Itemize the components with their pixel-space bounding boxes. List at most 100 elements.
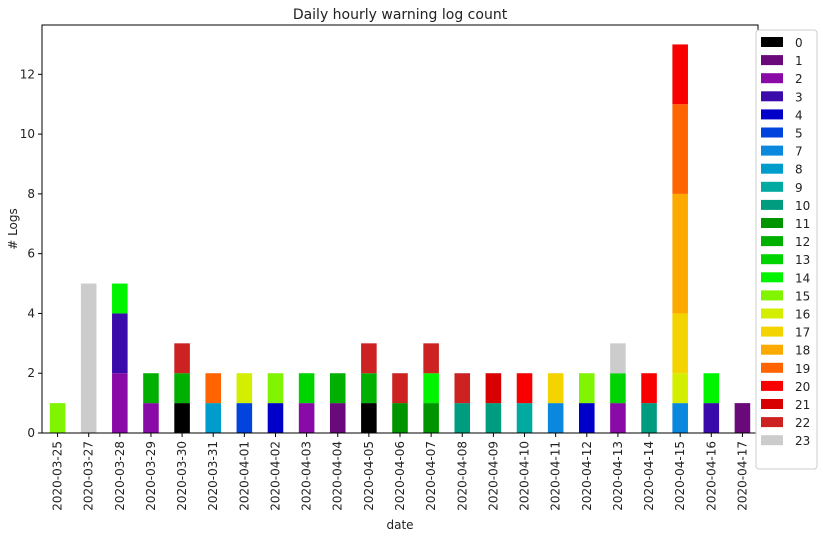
x-tick-label: 2020-04-07: [424, 441, 438, 511]
bar-segment-2020-04-07-h11: [423, 403, 439, 433]
legend-label-11: 11: [795, 217, 810, 231]
legend-label-3: 3: [795, 90, 803, 104]
x-tick-label: 2020-04-06: [393, 441, 407, 511]
x-tick-label: 2020-04-08: [455, 441, 469, 511]
x-tick-label: 2020-04-10: [518, 441, 532, 511]
bar-segment-2020-04-16-h3: [703, 403, 720, 433]
x-tick-label: 2020-03-28: [113, 441, 127, 511]
legend-label-4: 4: [795, 108, 803, 122]
legend-swatch-20: [761, 380, 783, 391]
x-tick-label: 2020-03-31: [206, 441, 220, 511]
bar-segment-2020-03-30-h22: [174, 343, 190, 374]
bar-segment-2020-04-06-h11: [392, 403, 408, 433]
x-tick-label: 2020-03-29: [144, 441, 158, 511]
bar-segment-2020-04-14-h20: [641, 373, 657, 404]
legend-swatch-19: [761, 362, 783, 373]
legend-label-15: 15: [795, 289, 810, 303]
legend-label-20: 20: [795, 380, 810, 394]
bar-segment-2020-03-25-h15: [49, 403, 66, 433]
bar-segment-2020-03-28-h2: [112, 373, 128, 433]
y-tick-label: 12: [20, 67, 35, 81]
bar-segment-2020-04-03-h13: [298, 373, 315, 404]
legend-label-0: 0: [795, 36, 803, 50]
legend-swatch-4: [761, 109, 783, 120]
legend-label-8: 8: [795, 163, 803, 177]
bar-segment-2020-04-07-h14: [423, 373, 439, 404]
legend-label-2: 2: [795, 72, 803, 86]
legend-label-10: 10: [795, 199, 810, 213]
bar-segment-2020-04-15-h17: [672, 313, 688, 374]
bar-segment-2020-03-30-h0: [174, 403, 190, 433]
x-tick-label: 2020-04-14: [642, 441, 656, 511]
x-tick-label: 2020-04-17: [735, 441, 749, 511]
bar-segment-2020-04-17-h1: [734, 403, 751, 433]
legend-frame: [755, 29, 818, 470]
legend-swatch-10: [761, 199, 783, 210]
bar-segment-2020-04-11-h17: [547, 373, 564, 404]
x-tick-label: 2020-04-11: [549, 441, 563, 511]
x-tick-label: 2020-04-13: [611, 441, 625, 511]
bar-segment-2020-04-15-h20: [672, 44, 688, 105]
y-tick-label: 0: [27, 426, 35, 440]
legend-swatch-3: [761, 91, 783, 102]
bar-segment-2020-04-09-h21: [485, 373, 502, 404]
legend-swatch-0: [761, 37, 783, 47]
legend-label-21: 21: [795, 398, 810, 412]
legend-swatch-15: [761, 290, 783, 301]
bar-segment-2020-03-29-h12: [143, 373, 159, 404]
x-tick-label: 2020-04-16: [704, 441, 718, 511]
bar-segment-2020-03-27-h23: [80, 283, 97, 433]
y-axis: 0 2 4 6 8 10 12: [20, 67, 42, 440]
bar-segment-2020-04-15-h19: [672, 104, 688, 194]
x-axis: 2020-03-25 2020-03-27 2020-03-28 2020-03-29…: [51, 433, 749, 511]
bar-segment-2020-04-05-h22: [361, 343, 377, 374]
x-axis-label: date: [386, 518, 413, 532]
legend-label-7: 7: [795, 145, 803, 159]
bar-segment-2020-04-12-h15: [579, 373, 595, 404]
x-tick-label: 2020-04-12: [580, 441, 594, 511]
legend-label-22: 22: [795, 416, 810, 430]
y-tick-label: 8: [27, 187, 35, 201]
bar-segment-2020-04-05-h0: [361, 403, 377, 433]
bar-segment-2020-04-15-h7: [672, 403, 688, 433]
bar-segment-2020-04-11-h7: [547, 403, 564, 433]
legend-swatch-21: [761, 399, 783, 409]
bar-segment-2020-04-12-h4: [579, 403, 595, 433]
legend-swatch-7: [761, 145, 783, 156]
bar-segment-2020-03-30-h12: [174, 373, 190, 404]
legend-label-18: 18: [795, 344, 810, 358]
legend-swatch-14: [761, 272, 783, 283]
bar-segment-2020-04-10-h9: [516, 403, 533, 433]
bar-segment-2020-04-13-h23: [610, 343, 626, 374]
bar-segment-2020-04-15-h16: [672, 373, 688, 404]
bar-segment-2020-04-06-h22: [392, 373, 408, 404]
bar-segment-2020-04-09-h10: [485, 403, 502, 433]
legend-swatch-16: [761, 308, 783, 319]
legend-label-9: 9: [795, 181, 803, 195]
x-tick-label: 2020-03-27: [82, 441, 96, 511]
plot-area-frame: [41, 24, 759, 434]
legend-label-14: 14: [795, 271, 810, 285]
x-tick-label: 2020-04-04: [331, 441, 345, 511]
legend-swatch-23: [761, 435, 783, 446]
y-axis-label: # Logs: [6, 208, 20, 250]
legend-label-5: 5: [795, 127, 803, 141]
legend-label-19: 19: [795, 362, 810, 376]
legend-label-12: 12: [795, 235, 810, 249]
legend-label-23: 23: [795, 434, 810, 448]
y-tick-label: 2: [27, 366, 35, 380]
bar-segment-2020-04-02-h15: [267, 373, 284, 404]
legend-swatch-12: [761, 236, 783, 247]
bar-segment-2020-04-07-h22: [423, 343, 439, 374]
x-tick-label: 2020-04-15: [673, 441, 687, 511]
legend-label-1: 1: [795, 54, 803, 68]
legend-swatch-9: [761, 181, 783, 192]
bar-segment-2020-04-13-h13: [610, 373, 626, 404]
x-tick-label: 2020-04-09: [486, 441, 500, 511]
legend-label-16: 16: [795, 308, 810, 322]
bar-segment-2020-04-08-h10: [454, 403, 471, 433]
x-tick-label: 2020-03-25: [51, 441, 65, 511]
legend-swatch-11: [761, 218, 783, 228]
y-tick-label: 10: [20, 127, 35, 141]
